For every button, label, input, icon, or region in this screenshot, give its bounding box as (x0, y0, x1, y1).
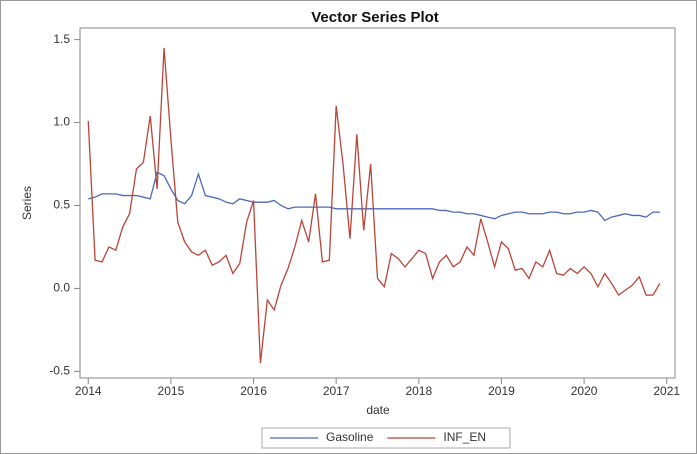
legend-label: Gasoline (326, 430, 374, 444)
y-tick-label: 0.0 (53, 281, 70, 295)
legend-label: INF_EN (443, 430, 486, 444)
series-line (88, 171, 660, 222)
x-tick-label: 2019 (488, 384, 515, 398)
plot-area (79, 27, 676, 379)
y-axis-label: Series (20, 186, 34, 220)
x-axis-label: date (366, 403, 390, 417)
legend (261, 427, 511, 449)
x-tick-label: 2018 (405, 384, 432, 398)
x-tick-label: 2015 (158, 384, 185, 398)
x-tick-label: 2014 (75, 384, 102, 398)
x-tick-label: 2021 (653, 384, 680, 398)
y-tick-label: 1.5 (53, 32, 70, 46)
y-tick-label: -0.5 (49, 364, 70, 378)
x-tick-label: 2020 (571, 384, 598, 398)
y-tick-label: 1.0 (53, 115, 70, 129)
x-tick-label: 2016 (240, 384, 267, 398)
chart-title: Vector Series Plot (311, 9, 439, 26)
x-tick-label: 2017 (323, 384, 350, 398)
y-tick-label: 0.5 (53, 198, 70, 212)
series-line (87, 47, 661, 364)
